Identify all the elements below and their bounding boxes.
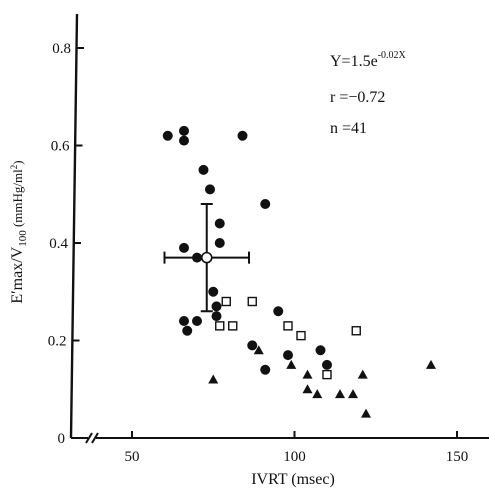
- filled-circle-point: [283, 350, 293, 361]
- y-tick-label: 0: [58, 431, 66, 447]
- filled-triangle-point: [208, 374, 219, 384]
- y-axis-line: [69, 13, 79, 439]
- y-tick-label: 0.2: [48, 334, 67, 350]
- x-ticks: 50 100 150: [125, 431, 469, 465]
- filled-circle-point: [315, 345, 326, 356]
- filled-triangle-point: [253, 345, 264, 355]
- filled-circle-point: [205, 184, 215, 195]
- filled-circle-point: [162, 130, 173, 141]
- filled-circle-point: [198, 164, 209, 175]
- filled-circle-point: [179, 316, 189, 326]
- filled-circle-point: [182, 325, 193, 336]
- equation-e: e: [371, 53, 378, 70]
- x-tick-label: 50: [125, 449, 140, 465]
- y-tick-label: 0.6: [51, 139, 70, 155]
- equation-base: Y=1.5: [330, 53, 371, 70]
- filled-triangle-point: [426, 359, 436, 369]
- y-tick-label: 0.8: [52, 41, 71, 57]
- open-square-point: [221, 296, 231, 307]
- open-square-point: [296, 330, 306, 341]
- filled-circle-point: [211, 301, 222, 312]
- y-axis-title-main: E′max/V: [9, 246, 26, 303]
- equation-label: Y=1.5e-0.02X: [330, 50, 407, 70]
- filled-triangle-point: [312, 389, 323, 399]
- filled-circle-point: [214, 238, 225, 248]
- filled-circle-point: [179, 125, 189, 136]
- filled-triangle-point: [357, 369, 368, 379]
- x-tick-label: 150: [446, 449, 469, 465]
- open-square-point: [215, 321, 225, 331]
- mean-marker-group: [163, 203, 250, 313]
- filled-circle-point: [208, 286, 219, 297]
- r-value-label: r =−0.72: [330, 89, 385, 106]
- equation-exponent: -0.02X: [378, 50, 407, 61]
- x-axis-title: IVRT (msec): [251, 471, 335, 488]
- filled-triangle-point: [302, 369, 313, 379]
- filled-triangle-point: [348, 389, 358, 399]
- filled-circle-point: [211, 311, 222, 322]
- filled-circle-point: [322, 359, 332, 370]
- filled-circle-point: [214, 218, 225, 229]
- y-axis-title-sub: 100: [17, 230, 29, 247]
- filled-circle-point: [260, 364, 271, 375]
- data-points: [162, 125, 436, 418]
- filled-circle-point: [247, 340, 258, 351]
- filled-triangle-point: [335, 389, 345, 399]
- filled-triangle-point: [302, 384, 313, 394]
- n-value-label: n =41: [330, 120, 367, 137]
- filled-circle-point: [273, 306, 284, 317]
- filled-circle-point: [179, 242, 189, 253]
- open-square-point: [322, 369, 332, 380]
- y-tick-label: 0.4: [49, 236, 68, 252]
- open-square-point: [228, 321, 238, 331]
- y-axis-title-close: ): [10, 160, 25, 164]
- x-tick-label: 100: [283, 449, 306, 465]
- y-ticks: 0 0.2 0.4 0.6 0.8: [48, 41, 84, 447]
- open-square-point: [283, 321, 293, 331]
- axes: [69, 13, 489, 444]
- y-axis-title-unit: (mmHg/ml: [10, 169, 25, 230]
- y-axis-title: E′max/V100 (mmHg/ml2): [9, 160, 29, 303]
- filled-circle-point: [192, 316, 202, 326]
- filled-triangle-point: [286, 359, 297, 369]
- mean-open-circle-point: [200, 251, 213, 264]
- open-square-point: [351, 326, 361, 336]
- y-axis-title-sup: 2: [9, 165, 19, 170]
- open-square-point: [247, 296, 257, 307]
- filled-circle-point: [237, 130, 248, 141]
- filled-triangle-point: [361, 408, 371, 418]
- filled-circle-point: [179, 135, 189, 146]
- x-axis-break-mark: [85, 432, 99, 444]
- filled-circle-point: [260, 199, 271, 209]
